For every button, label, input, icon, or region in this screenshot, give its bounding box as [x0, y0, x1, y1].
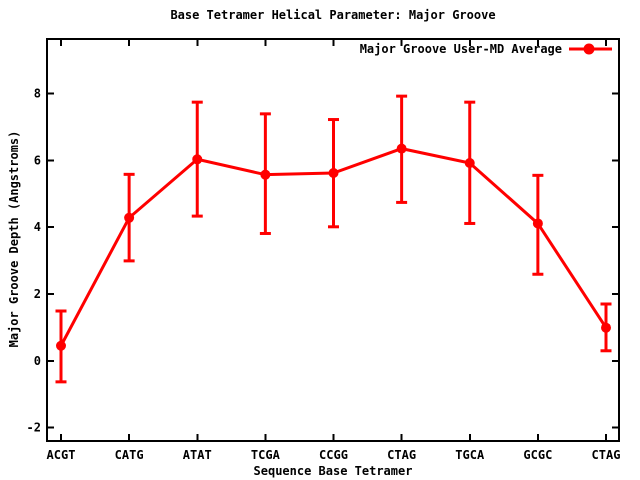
y-tick-label: 4: [34, 220, 41, 234]
data-point: [396, 143, 407, 154]
data-point: [260, 169, 271, 180]
x-tick-label: TGCA: [455, 448, 485, 462]
x-tick-label: ATAT: [183, 448, 212, 462]
chart-title: Base Tetramer Helical Parameter: Major G…: [170, 8, 496, 22]
x-tick-label: CTAG: [592, 448, 621, 462]
x-tick-label: TCGA: [251, 448, 281, 462]
y-tick-label: -2: [27, 421, 41, 435]
legend: Major Groove User-MD Average: [0, 41, 613, 56]
x-axis-label: Sequence Base Tetramer: [253, 464, 413, 478]
data-point: [532, 218, 543, 229]
y-tick-label: 8: [34, 86, 41, 100]
y-tick-label: 2: [34, 287, 41, 301]
x-tick-label: CCGG: [319, 448, 348, 462]
data-point: [328, 168, 339, 178]
data-point: [56, 340, 66, 351]
y-tick-label: 6: [34, 153, 41, 167]
data-point: [601, 322, 611, 333]
legend-marker-icon: [569, 43, 612, 54]
legend-label: Major Groove User-MD Average: [359, 41, 562, 56]
x-tick-label: CATG: [115, 448, 144, 462]
data-point: [124, 212, 135, 223]
data-point: [192, 154, 203, 165]
plot-border: [46, 38, 620, 442]
x-tick-label: GCGC: [523, 448, 552, 462]
x-tick-label: ACGT: [47, 448, 76, 462]
y-tick-label: 0: [34, 354, 41, 368]
data-point: [464, 157, 475, 168]
x-tick-label: CTAG: [387, 448, 416, 462]
